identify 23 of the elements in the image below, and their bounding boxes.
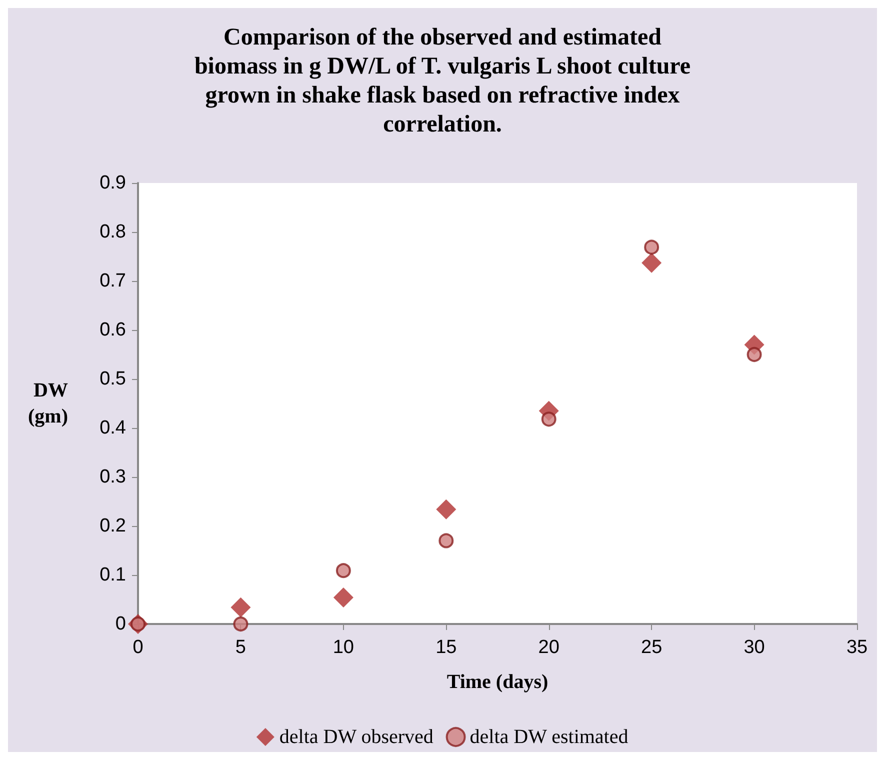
chart-title: Comparison of the observed and estimated biomass in g DW/L of T. vulgaris L shoot culture grown in shake flask based on refractive index correlation. [194,24,691,138]
y-tick-label: 0.7 [100,270,126,292]
legend-label: delta DW observed [279,726,434,748]
y-tick-label: 0.4 [100,418,126,438]
x-tick-label: 15 [436,637,457,658]
legend-label: delta DW estimated [470,726,628,748]
y-tick-label: 0 [115,614,126,634]
y-axis-title: DW (gm) [28,380,68,428]
x-tick-label: 10 [332,637,354,658]
y-tick-label: 0.2 [100,516,126,536]
y-tick-label: 0.8 [100,222,126,242]
y-tick-label: 0.1 [100,564,126,586]
y-tick-label: 0.6 [100,320,126,340]
y-tick-label: 0.5 [100,368,126,390]
y-tick-label: 0.3 [100,466,126,488]
x-tick-label: 25 [641,637,662,658]
x-tick-label: 20 [538,637,560,658]
x-axis-title: Time (days) [446,671,548,693]
y-tick-label: 0.9 [100,172,126,194]
x-tick-label: 5 [235,637,246,658]
x-tick-label: 35 [846,637,868,658]
x-tick-label: 30 [744,637,765,658]
x-tick-label: 0 [132,637,144,658]
